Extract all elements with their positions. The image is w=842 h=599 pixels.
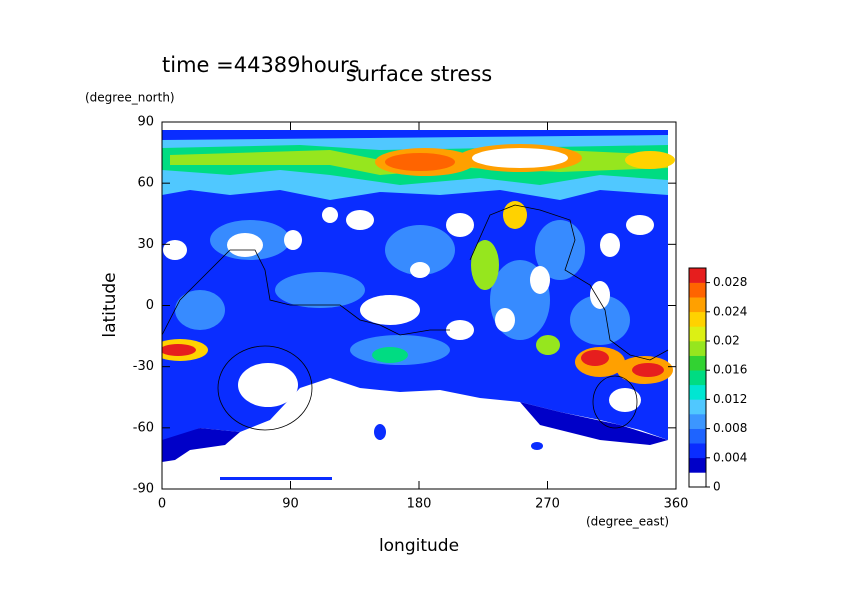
y-tick-label: 90 [137, 115, 154, 130]
y-tick-label: -90 [133, 482, 154, 497]
colorbar-tick-label: 0.008 [713, 421, 747, 435]
y-tick-label: 0 [146, 298, 154, 313]
colorbar-level [689, 282, 706, 298]
y-label: latitude [100, 272, 120, 337]
colorbar-level [689, 370, 706, 386]
colorbar-level [689, 355, 706, 371]
x-tick-label: 180 [407, 497, 432, 512]
chart-title: surface stress [346, 62, 492, 86]
colorbar-tick-label: 0.004 [713, 450, 747, 464]
subtitle: time =44389hours [162, 53, 360, 77]
colorbar-tick-label: 0 [713, 480, 721, 494]
colorbar-level [689, 297, 706, 313]
colorbar-level [689, 268, 706, 283]
x-tick-label: 270 [535, 497, 560, 512]
colorbar-level [689, 384, 706, 400]
colorbar-tick-label: 0.028 [713, 275, 747, 289]
colorbar-level [689, 399, 706, 415]
colorbar-level [689, 443, 706, 459]
y-tick-label: -30 [133, 359, 154, 374]
x-units: (degree_east) [586, 515, 669, 529]
colorbar-level [689, 472, 706, 488]
colorbar-tick-label: 0.016 [713, 363, 747, 377]
colorbar-level [689, 311, 706, 327]
contour-field [162, 130, 675, 480]
x-tick-label: 0 [158, 497, 166, 512]
colorbar-level [689, 326, 706, 342]
colorbar-level [689, 457, 706, 473]
colorbar-tick-label: 0.024 [713, 304, 747, 318]
colorbar-tick-label: 0.012 [713, 392, 747, 406]
x-tick-label: 360 [664, 497, 689, 512]
x-label: longitude [379, 536, 459, 556]
colorbar-frame [688, 267, 707, 488]
y-tick-label: -60 [133, 420, 154, 435]
colorbar-level [689, 341, 706, 356]
colorbar-level [689, 414, 706, 429]
colorbar-tick-label: 0.02 [713, 334, 740, 348]
colorbar-level [689, 428, 706, 444]
y-tick-label: 30 [137, 237, 154, 252]
y-tick-label: 60 [137, 176, 154, 191]
x-tick-label: 90 [282, 497, 299, 512]
y-units: (degree_north) [85, 91, 175, 105]
